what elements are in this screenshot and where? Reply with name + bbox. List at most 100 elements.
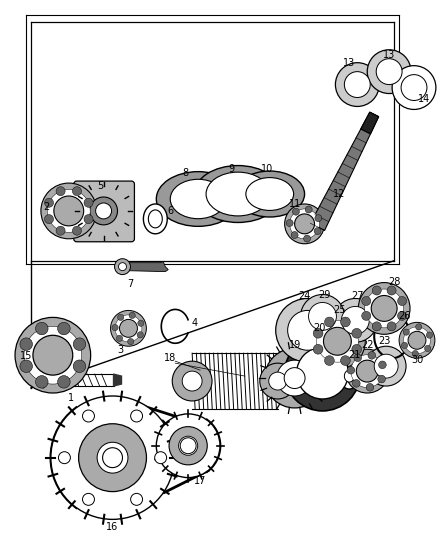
Circle shape [305, 206, 312, 213]
Text: 15: 15 [20, 351, 32, 361]
Circle shape [314, 228, 321, 235]
Text: 8: 8 [182, 168, 188, 178]
Circle shape [138, 320, 144, 326]
Ellipse shape [235, 171, 304, 217]
Circle shape [378, 361, 386, 369]
Circle shape [115, 315, 142, 342]
Circle shape [129, 312, 135, 319]
Circle shape [366, 346, 406, 386]
Text: 16: 16 [106, 522, 119, 532]
Circle shape [56, 226, 65, 235]
Circle shape [260, 363, 296, 399]
Text: 18: 18 [164, 353, 177, 363]
Circle shape [15, 317, 91, 393]
Text: 3: 3 [117, 345, 124, 355]
Text: 2: 2 [43, 202, 49, 212]
Circle shape [56, 187, 65, 196]
Circle shape [290, 209, 319, 239]
Text: 23: 23 [378, 336, 390, 346]
Text: 29: 29 [318, 289, 331, 300]
Text: 5: 5 [98, 181, 104, 191]
Circle shape [371, 295, 397, 321]
Circle shape [172, 361, 212, 401]
Circle shape [58, 376, 70, 388]
Circle shape [353, 379, 360, 387]
Text: 1: 1 [68, 393, 74, 403]
Polygon shape [148, 210, 162, 228]
Text: 22: 22 [361, 340, 374, 350]
Circle shape [95, 203, 112, 219]
Text: 14: 14 [418, 94, 430, 104]
Circle shape [426, 332, 433, 338]
Circle shape [285, 335, 360, 411]
Circle shape [376, 59, 402, 85]
Circle shape [73, 360, 86, 373]
Circle shape [401, 75, 427, 101]
Circle shape [45, 198, 53, 207]
Text: 25: 25 [333, 305, 346, 316]
Ellipse shape [206, 172, 270, 216]
Circle shape [300, 295, 344, 338]
Circle shape [102, 448, 123, 467]
Text: 19: 19 [289, 340, 301, 350]
Circle shape [313, 328, 323, 338]
Circle shape [35, 322, 48, 335]
Circle shape [354, 354, 362, 361]
Circle shape [356, 360, 378, 382]
Circle shape [78, 424, 146, 491]
Ellipse shape [170, 179, 226, 219]
Circle shape [120, 319, 138, 337]
Circle shape [295, 214, 314, 234]
Polygon shape [311, 112, 379, 230]
Circle shape [358, 282, 410, 334]
Text: 9: 9 [229, 164, 235, 174]
Circle shape [372, 322, 381, 331]
Circle shape [54, 196, 84, 226]
Circle shape [297, 347, 348, 399]
Circle shape [308, 302, 336, 330]
Circle shape [84, 198, 93, 207]
Circle shape [277, 360, 313, 396]
Circle shape [127, 338, 134, 345]
Circle shape [117, 335, 123, 342]
Circle shape [352, 344, 362, 354]
Text: 10: 10 [261, 164, 273, 174]
Circle shape [347, 366, 355, 374]
Circle shape [20, 360, 32, 373]
Text: 26: 26 [398, 311, 410, 321]
Text: 28: 28 [388, 277, 400, 287]
Circle shape [352, 328, 362, 338]
Ellipse shape [185, 366, 200, 397]
Text: 6: 6 [167, 206, 173, 216]
Circle shape [182, 371, 202, 391]
Polygon shape [125, 262, 168, 272]
Circle shape [84, 215, 93, 224]
Polygon shape [39, 372, 44, 388]
Circle shape [47, 190, 90, 232]
Circle shape [179, 436, 198, 455]
Circle shape [336, 63, 379, 107]
Circle shape [398, 311, 406, 320]
Circle shape [284, 368, 305, 389]
Circle shape [362, 311, 371, 320]
Circle shape [293, 208, 300, 215]
Circle shape [340, 317, 350, 327]
Circle shape [82, 494, 95, 505]
Circle shape [58, 451, 71, 464]
Circle shape [73, 338, 86, 350]
Polygon shape [339, 363, 359, 389]
Text: 27: 27 [351, 290, 364, 301]
Text: 17: 17 [194, 475, 206, 486]
Circle shape [403, 329, 410, 335]
Circle shape [424, 345, 431, 352]
Circle shape [72, 226, 81, 235]
Circle shape [180, 438, 196, 454]
Polygon shape [143, 204, 167, 234]
Circle shape [155, 451, 166, 464]
Text: 21: 21 [348, 350, 360, 360]
Circle shape [110, 310, 146, 346]
Circle shape [412, 351, 418, 357]
Circle shape [288, 310, 328, 350]
Circle shape [58, 322, 70, 335]
Circle shape [368, 351, 376, 359]
